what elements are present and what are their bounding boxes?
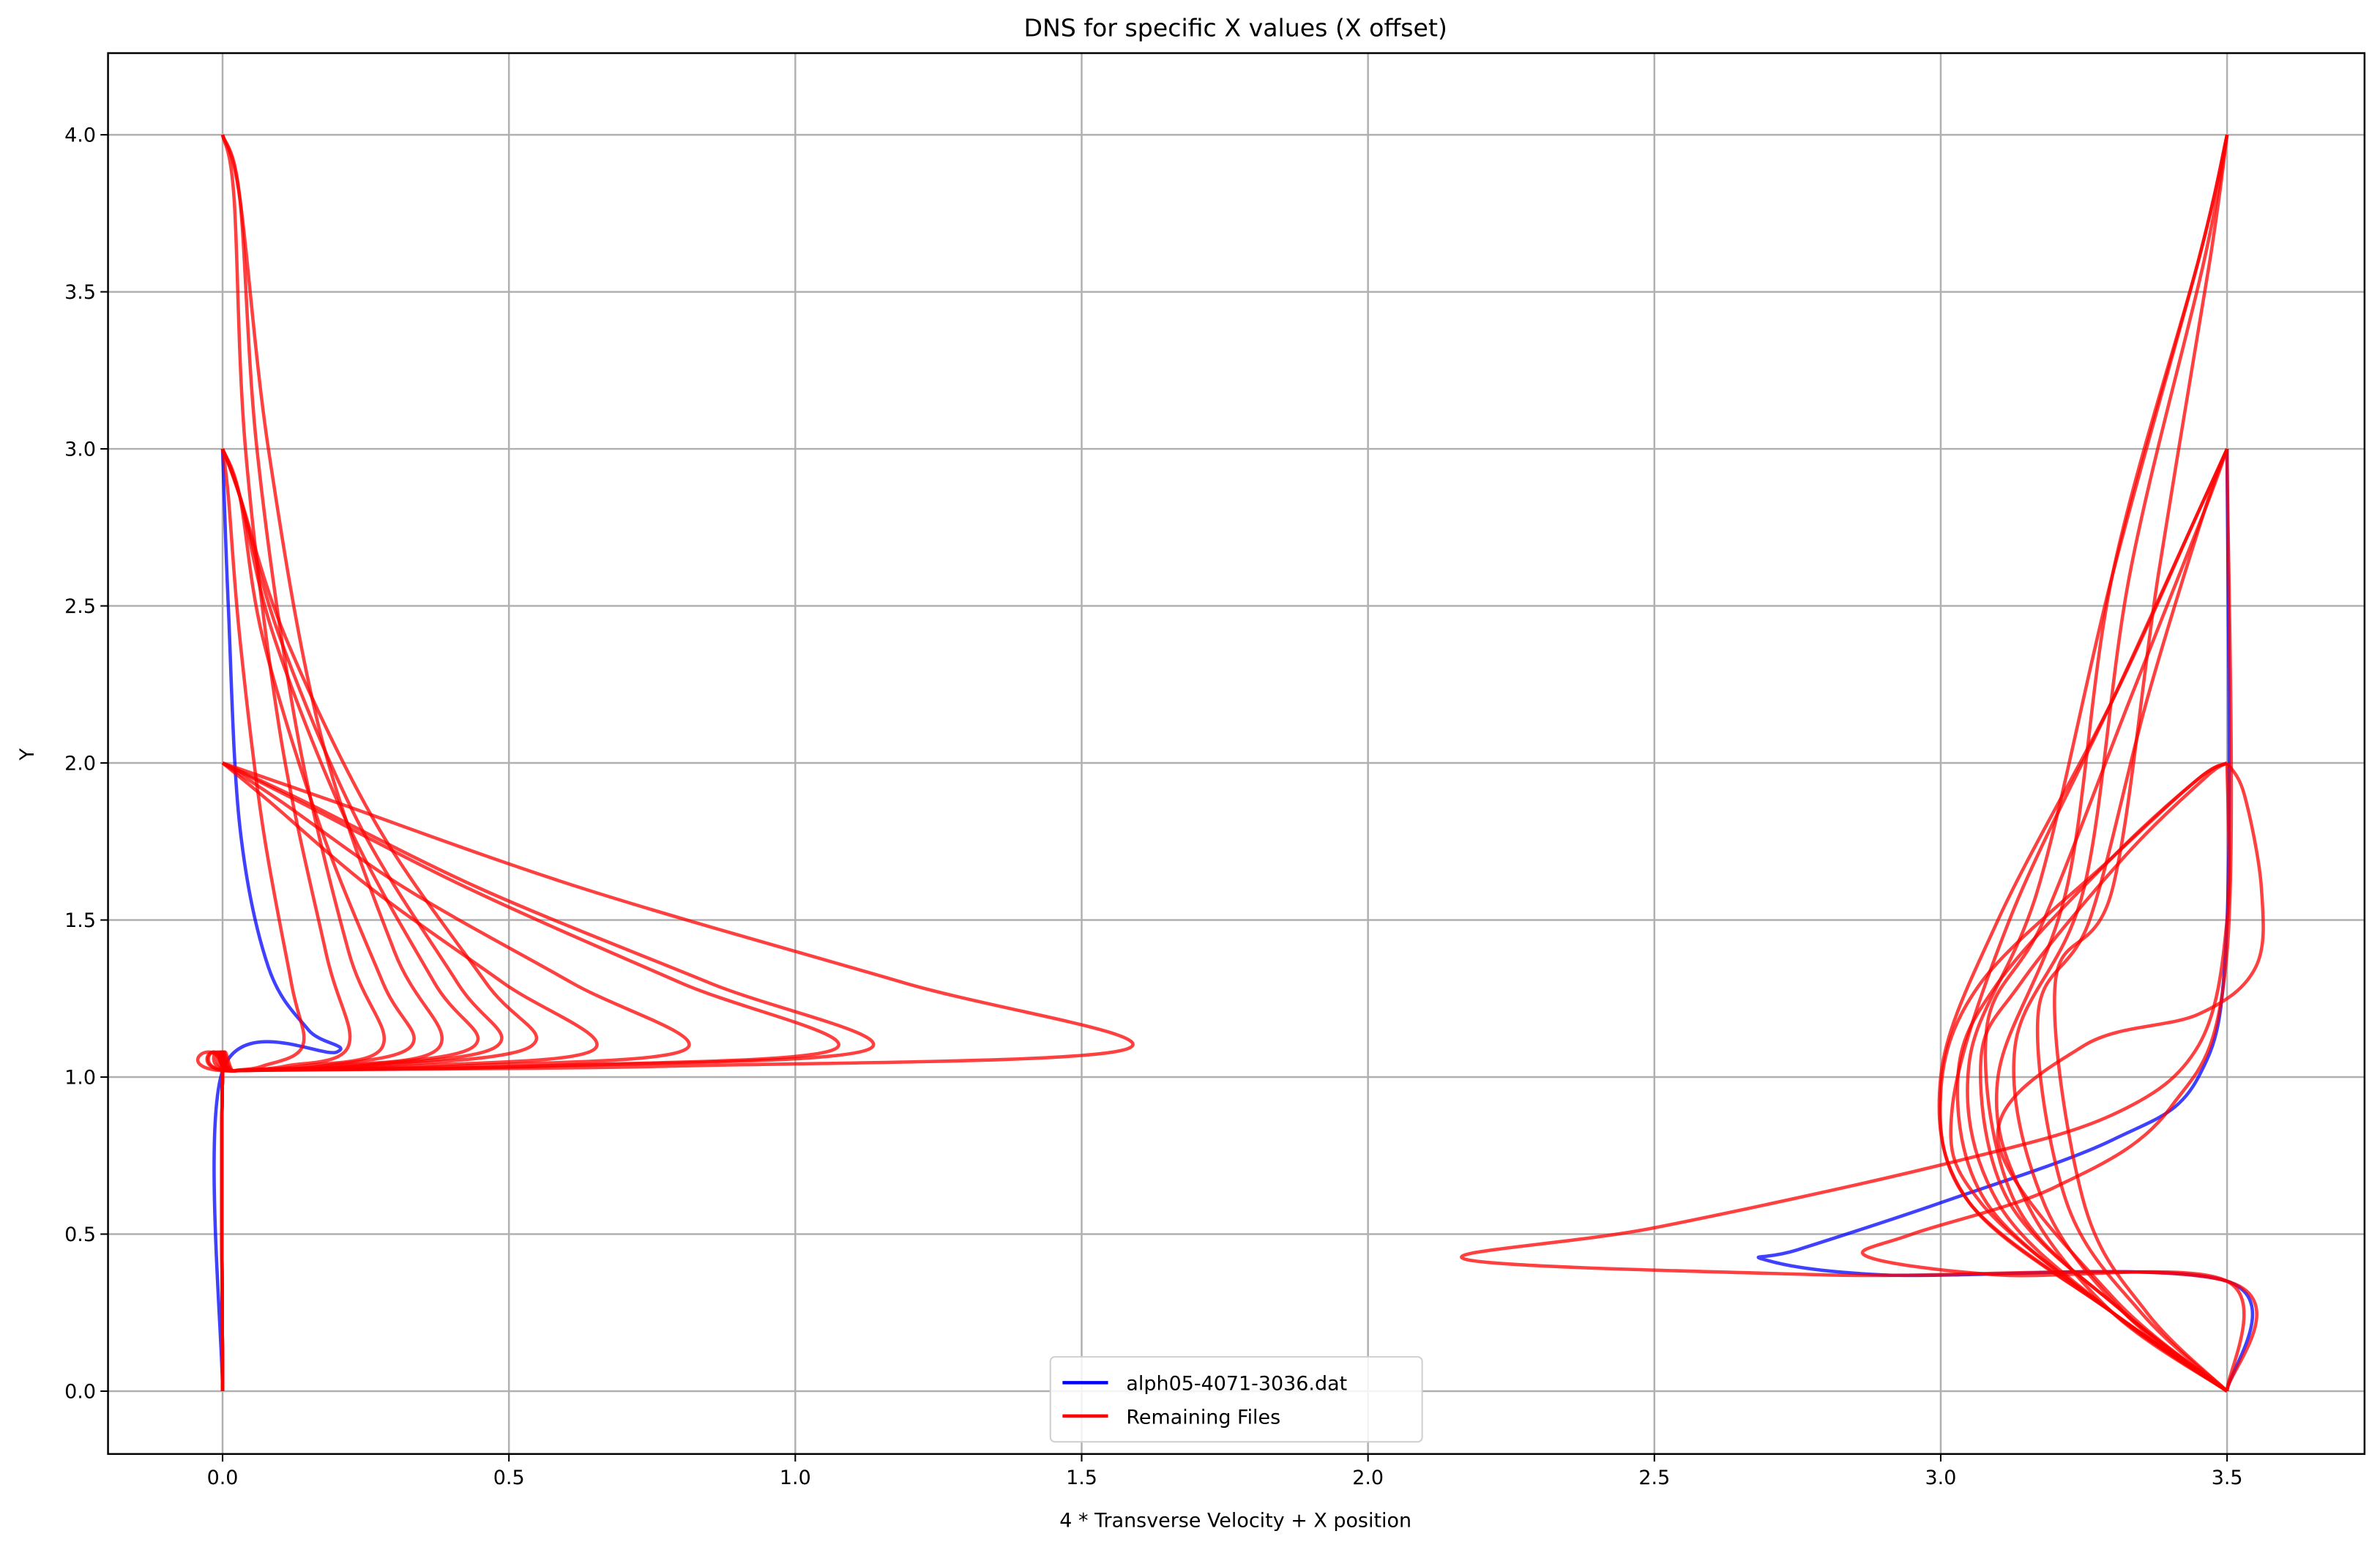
x-tick-label: 2.0 (1352, 1467, 1384, 1489)
x-tick-label: 1.0 (780, 1467, 811, 1489)
data-line (1860, 449, 2246, 1392)
y-tick-label: 3.5 (64, 281, 96, 304)
data-line (220, 134, 352, 1391)
x-tick-label: 0.5 (493, 1467, 525, 1489)
y-axis-label: Y (16, 748, 39, 761)
legend-label: alph05-4071-3036.dat (1126, 1373, 1347, 1396)
y-tick-label: 2.5 (64, 595, 96, 618)
data-line (1966, 134, 2229, 1393)
data-line (1460, 763, 2258, 1392)
y-tick-label: 4.0 (64, 124, 96, 146)
y-tick-label: 1.5 (64, 909, 96, 932)
y-tick-label: 2.0 (64, 752, 96, 775)
x-axis-label: 4 * Transverse Velocity + X position (1059, 1509, 1411, 1532)
plot-frame (107, 52, 2366, 1456)
x-tick-label: 2.5 (1638, 1467, 1670, 1489)
data-line (1996, 761, 2265, 1393)
legend-label: Remaining Files (1126, 1406, 1280, 1429)
y-tick-label: 1.0 (64, 1066, 96, 1089)
x-tick-label: 0.0 (207, 1467, 239, 1489)
data-line (2035, 448, 2229, 1393)
grid (108, 53, 2365, 1454)
data-line (2053, 134, 2229, 1393)
data-line (2012, 134, 2229, 1393)
legend-box (1049, 1356, 1423, 1443)
legend: alph05-4071-3036.dat Remaining Files (1049, 1356, 1423, 1443)
y-tick-label: 0.0 (64, 1380, 96, 1403)
x-tick-label: 3.0 (1925, 1467, 1957, 1489)
data-line (1983, 448, 2229, 1393)
y-tick-label: 0.5 (64, 1223, 96, 1246)
x-tick-label: 3.5 (2212, 1467, 2243, 1489)
ticks: 0.0 0.5 1.0 1.5 2.0 2.5 3.0 3.5 0.0 0.5 1.0 1.5 2.0 2… (64, 124, 2242, 1489)
chart-title: DNS for specific X values (X offset) (1023, 14, 1447, 42)
y-tick-label: 3.0 (64, 438, 96, 461)
x-tick-label: 1.5 (1066, 1467, 1097, 1489)
data-line (195, 761, 1135, 1391)
plot-lines (195, 134, 2265, 1393)
